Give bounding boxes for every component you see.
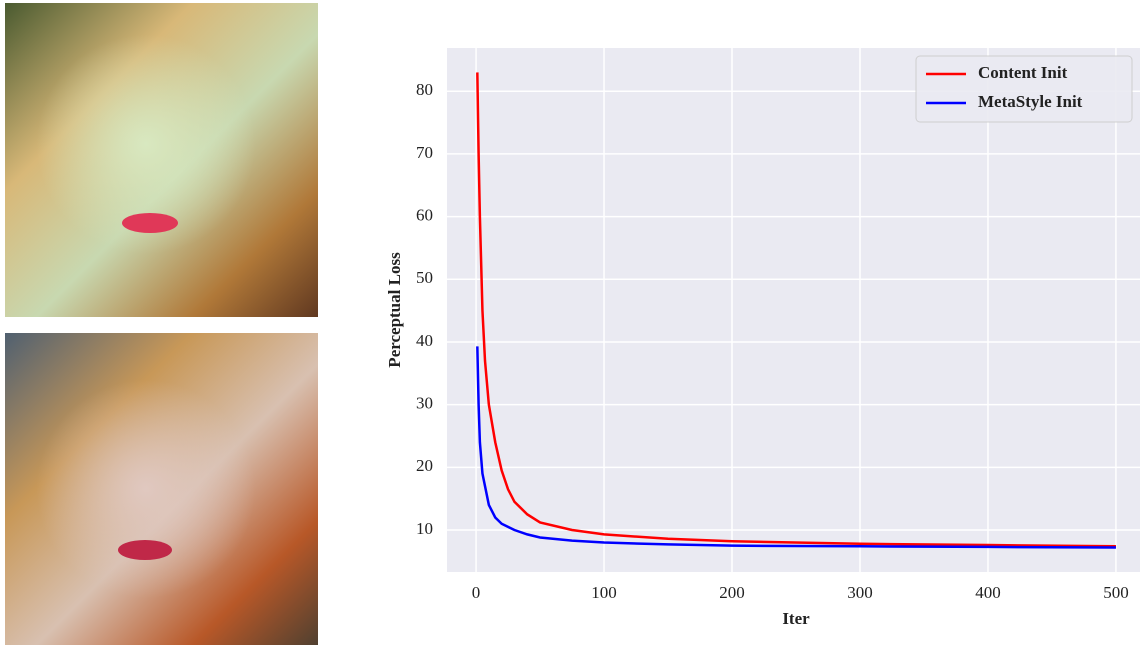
y-tick-label: 30 bbox=[416, 394, 433, 413]
line bbox=[476, 72, 1116, 548]
y-tick-label: 50 bbox=[416, 268, 433, 287]
x-tick-label: 500 bbox=[1103, 583, 1129, 602]
line bbox=[476, 346, 1116, 549]
x-tick-label: 100 bbox=[591, 583, 617, 602]
legend-label: Content Init bbox=[978, 63, 1068, 82]
plot-background bbox=[447, 48, 1140, 572]
image-detail bbox=[118, 540, 172, 560]
image-detail bbox=[122, 213, 178, 233]
plot: 0 100 200 300 400 500 10 20 30 40 50 60 70 80 Content … bbox=[416, 48, 1140, 602]
x-tick-label: 0 bbox=[472, 583, 481, 602]
y-axis-label: Perceptual Loss bbox=[385, 252, 404, 368]
image-overlay bbox=[5, 3, 318, 317]
y-tick-label: 60 bbox=[416, 206, 433, 225]
y-tick-label: 10 bbox=[416, 519, 433, 538]
x-tick-label: 300 bbox=[847, 583, 873, 602]
x-tick-label: 400 bbox=[975, 583, 1001, 602]
legend bbox=[915, 55, 1133, 123]
y-tick-label: 80 bbox=[416, 80, 433, 99]
y-tick-label: 20 bbox=[416, 456, 433, 475]
legend-label: MetaStyle Init bbox=[978, 92, 1083, 111]
y-tick-label: 40 bbox=[416, 331, 433, 350]
x-tick-label: 200 bbox=[719, 583, 745, 602]
image-overlay bbox=[5, 333, 318, 645]
y-tick-label: 70 bbox=[416, 143, 433, 162]
x-axis-label: Iter bbox=[782, 609, 810, 628]
